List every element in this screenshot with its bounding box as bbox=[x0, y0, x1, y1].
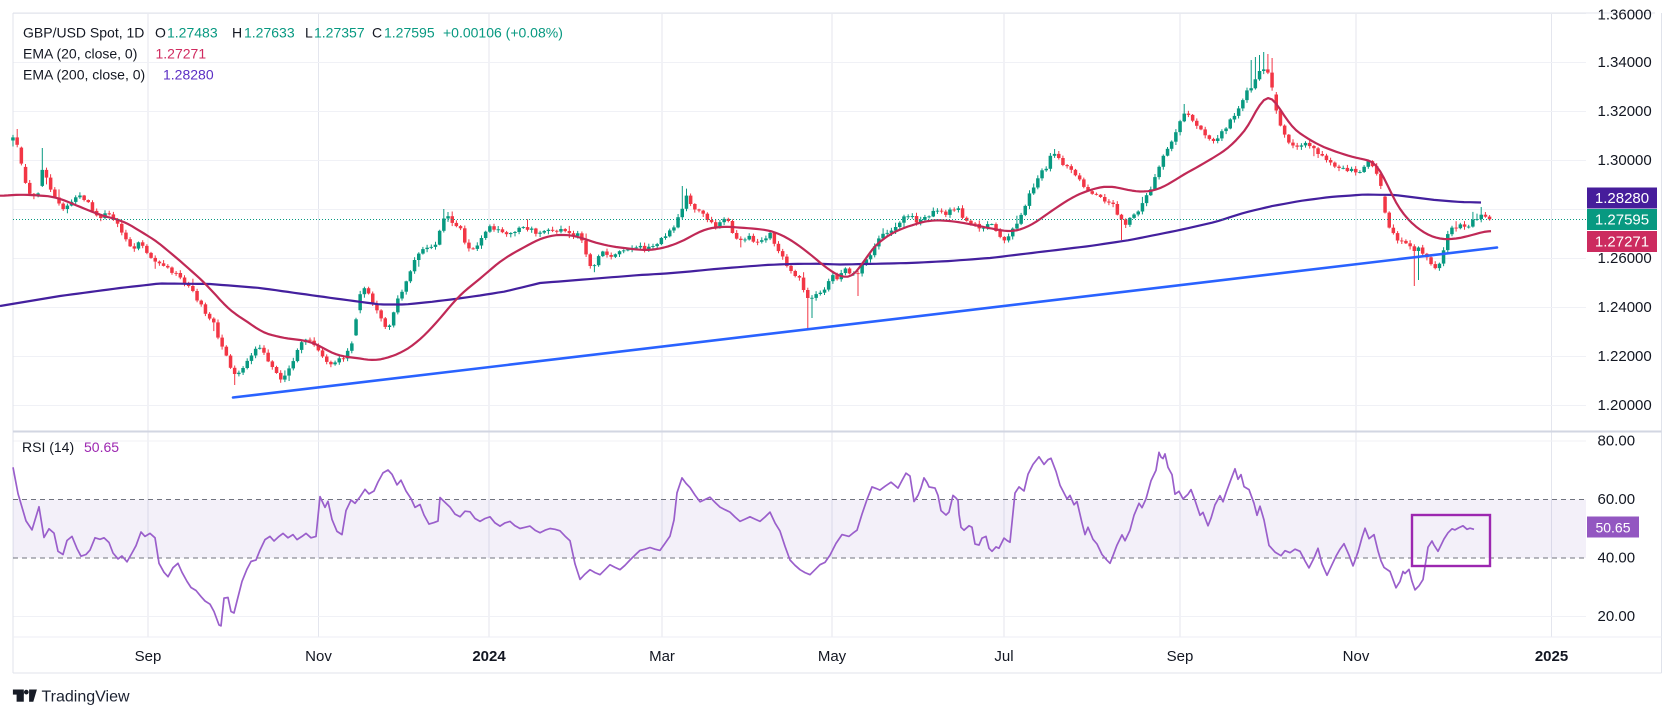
svg-text:TradingView: TradingView bbox=[42, 689, 130, 706]
svg-text:1.28280: 1.28280 bbox=[1595, 190, 1649, 207]
svg-text:Nov: Nov bbox=[1343, 648, 1370, 665]
svg-text:1.34000: 1.34000 bbox=[1598, 54, 1652, 71]
svg-text:1.27595: 1.27595 bbox=[1595, 212, 1649, 229]
svg-text:RSI (14)50.65: RSI (14) 50.65 bbox=[22, 439, 119, 455]
svg-text:Sep: Sep bbox=[1167, 648, 1194, 665]
svg-text:60.00: 60.00 bbox=[1598, 491, 1636, 508]
svg-text:50.65: 50.65 bbox=[1595, 520, 1630, 536]
svg-text:1.32000: 1.32000 bbox=[1598, 103, 1652, 120]
svg-text:2024: 2024 bbox=[472, 648, 506, 665]
svg-text:EMA (200, close, 0)1.28280: EMA (200, close, 0) 1.28280 bbox=[23, 67, 214, 83]
svg-text:EMA (20, close, 0)1.27271: EMA (20, close, 0) 1.27271 bbox=[23, 46, 206, 62]
svg-text:80.00: 80.00 bbox=[1598, 433, 1636, 450]
svg-text:May: May bbox=[818, 648, 847, 665]
svg-text:1.30000: 1.30000 bbox=[1598, 152, 1652, 169]
svg-text:Nov: Nov bbox=[305, 648, 332, 665]
svg-text:1.24000: 1.24000 bbox=[1598, 299, 1652, 316]
svg-text:1.22000: 1.22000 bbox=[1598, 348, 1652, 365]
svg-text:Jul: Jul bbox=[994, 648, 1013, 665]
svg-text:1.20000: 1.20000 bbox=[1598, 397, 1652, 414]
svg-text:1.26000: 1.26000 bbox=[1598, 250, 1652, 267]
svg-text:1.36000: 1.36000 bbox=[1598, 7, 1652, 24]
svg-text:2025: 2025 bbox=[1535, 648, 1568, 665]
svg-text:Sep: Sep bbox=[135, 648, 162, 665]
svg-text:40.00: 40.00 bbox=[1598, 550, 1636, 567]
svg-text:20.00: 20.00 bbox=[1598, 608, 1636, 625]
svg-text:1.27271: 1.27271 bbox=[1595, 234, 1649, 251]
svg-text:Mar: Mar bbox=[649, 648, 675, 665]
